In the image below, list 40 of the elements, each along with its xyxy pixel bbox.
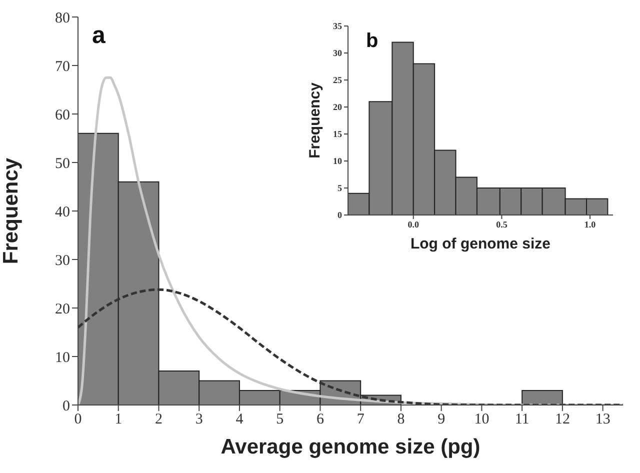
x-axis-title: Average genome size (pg) (220, 436, 480, 458)
y-tick-label: 15 (333, 129, 342, 140)
x-tick-label: 4 (236, 412, 244, 428)
x-tick-label: 0 (74, 412, 82, 428)
y-tick-label: 40 (55, 204, 70, 220)
y-tick-label: 10 (333, 156, 342, 166)
y-tick-label: 25 (333, 75, 342, 86)
x-tick-label: 10 (474, 412, 490, 428)
y-tick-label: 5 (338, 183, 342, 194)
x-tick-label: 2 (154, 412, 162, 428)
x-tick-label: 1.0 (584, 219, 596, 230)
y-tick-label: 80 (55, 10, 70, 26)
x-tick-label: 12 (554, 412, 570, 428)
y-tick-label: 30 (333, 48, 342, 58)
x-tick-label: 3 (195, 412, 203, 428)
x-axis-title: Log of genome size (410, 236, 551, 252)
y-axis-title: Frequency (306, 82, 324, 158)
y-tick-label: 0 (338, 210, 342, 220)
x-tick-label: 1 (114, 412, 122, 428)
y-tick-label: 20 (55, 301, 70, 318)
y-tick-label: 60 (55, 107, 70, 124)
y-tick-label: 50 (55, 156, 70, 172)
x-tick-label: 8 (397, 412, 405, 428)
y-tick-label: 0 (62, 398, 70, 414)
chart-title: b (366, 30, 378, 53)
chart-title: a (92, 22, 106, 50)
x-tick-label: 6 (316, 412, 324, 428)
x-tick-label: 0.0 (408, 219, 420, 230)
y-tick-label: 70 (55, 58, 70, 75)
x-tick-label: 13 (595, 412, 610, 428)
y-tick-label: 30 (55, 252, 70, 269)
x-tick-label: 7 (356, 412, 365, 428)
x-tick-label: 9 (438, 412, 446, 428)
y-tick-label: 35 (333, 21, 342, 32)
x-tick-label: 5 (276, 412, 284, 428)
x-tick-label: 11 (514, 412, 530, 428)
y-axis-title: Frequency (0, 158, 22, 264)
y-tick-label: 10 (55, 350, 70, 366)
x-tick-label: 0.5 (496, 219, 508, 230)
y-tick-label: 20 (333, 102, 342, 112)
